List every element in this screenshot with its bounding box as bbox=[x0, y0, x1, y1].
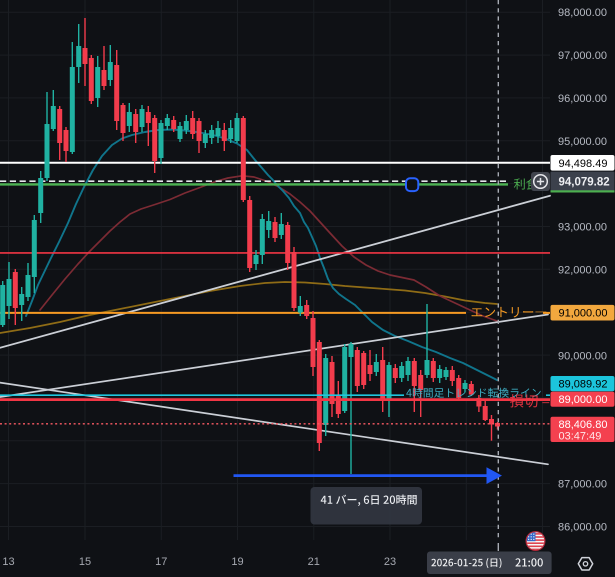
svg-text:03:47:49: 03:47:49 bbox=[559, 430, 602, 442]
svg-text:98,000.00: 98,000.00 bbox=[558, 7, 607, 19]
svg-text:96,000.00: 96,000.00 bbox=[558, 93, 607, 105]
svg-text:23: 23 bbox=[384, 556, 396, 568]
svg-text:87,000.00: 87,000.00 bbox=[558, 479, 607, 491]
svg-text:93,000.00: 93,000.00 bbox=[558, 222, 607, 234]
svg-text:89,000.00: 89,000.00 bbox=[559, 394, 608, 406]
svg-text:91,000.00: 91,000.00 bbox=[559, 308, 608, 320]
svg-text:88,406.80: 88,406.80 bbox=[559, 419, 608, 431]
svg-text:95,000.00: 95,000.00 bbox=[558, 136, 607, 148]
svg-text:13: 13 bbox=[2, 556, 14, 568]
svg-text:89,089.92: 89,089.92 bbox=[559, 379, 608, 391]
svg-text:92,000.00: 92,000.00 bbox=[558, 264, 607, 276]
svg-text:15: 15 bbox=[79, 556, 91, 568]
svg-text:17: 17 bbox=[155, 556, 167, 568]
svg-text:90,000.00: 90,000.00 bbox=[558, 350, 607, 362]
svg-text:94,498.49: 94,498.49 bbox=[559, 158, 608, 170]
svg-text:97,000.00: 97,000.00 bbox=[558, 50, 607, 62]
svg-text:19: 19 bbox=[231, 556, 243, 568]
svg-text:94,079.82: 94,079.82 bbox=[559, 176, 610, 188]
svg-text:86,000.00: 86,000.00 bbox=[558, 522, 607, 534]
svg-text:21: 21 bbox=[308, 556, 320, 568]
